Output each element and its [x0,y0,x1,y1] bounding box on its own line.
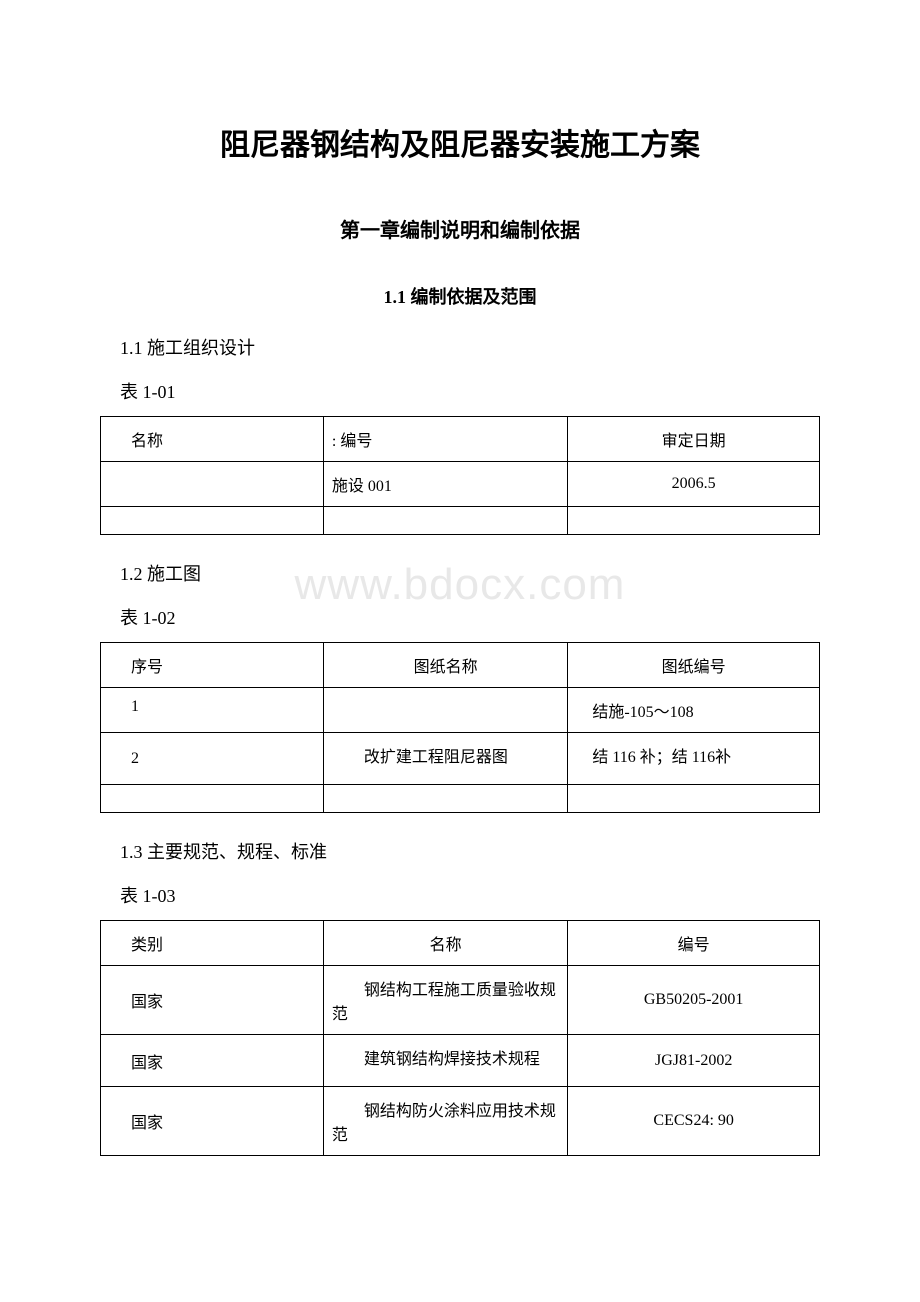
table-row: 施设 001 2006.5 [101,462,820,507]
table-2: 序号 图纸名称 图纸编号 1 结施-105～108 2 改扩建工程阻尼器图 结 … [100,642,820,813]
table-cell: 钢结构工程施工质量验收规范 [323,966,567,1035]
table-row: 国家 钢结构防火涂料应用技术规范 CECS24: 90 [101,1087,820,1156]
table-header-cell: 序号 [101,643,324,688]
table-header-cell: 图纸名称 [323,643,567,688]
table-row: 国家 钢结构工程施工质量验收规范 GB50205-2001 [101,966,820,1035]
chapter-title: 第一章编制说明和编制依据 [100,214,820,243]
table-header-cell: 名称 [323,921,567,966]
document-content: 阻尼器钢结构及阻尼器安装施工方案 第一章编制说明和编制依据 1.1 编制依据及范… [100,120,820,1156]
subsection-1-2: 1.2 施工图 [120,560,820,586]
table-header-cell: 名称 [101,417,324,462]
table-cell: 改扩建工程阻尼器图 [323,733,567,785]
table-cell: 结 116 补；结 116补 [568,733,820,785]
table-row: 名称 : 编号 审定日期 [101,417,820,462]
table-row: 序号 图纸名称 图纸编号 [101,643,820,688]
table-cell: GB50205-2001 [568,966,820,1035]
table-row: 2 改扩建工程阻尼器图 结 116 补；结 116补 [101,733,820,785]
table-cell: JGJ81-2002 [568,1035,820,1087]
table-1: 名称 : 编号 审定日期 施设 001 2006.5 [100,416,820,535]
table-cell: 建筑钢结构焊接技术规程 [323,1035,567,1087]
table-cell [568,507,820,535]
table-3: 类别 名称 编号 国家 钢结构工程施工质量验收规范 GB50205-2001 国… [100,920,820,1156]
table-header-cell: : 编号 [323,417,567,462]
table-row: 1 结施-105～108 [101,688,820,733]
table-header-cell: 编号 [568,921,820,966]
table-cell [101,507,324,535]
table-cell: 1 [101,688,324,733]
table-cell: 国家 [101,966,324,1035]
table-2-label: 表 1-02 [120,604,820,630]
table-cell: 2006.5 [568,462,820,507]
table-cell: CECS24: 90 [568,1087,820,1156]
table-cell [568,785,820,813]
subsection-1-3: 1.3 主要规范、规程、标准 [120,838,820,864]
table-cell [101,785,324,813]
table-row [101,785,820,813]
table-cell [101,462,324,507]
table-header-cell: 类别 [101,921,324,966]
document-title: 阻尼器钢结构及阻尼器安装施工方案 [100,120,820,164]
table-cell: 2 [101,733,324,785]
section-title: 1.1 编制依据及范围 [100,283,820,309]
table-cell: 施设 001 [323,462,567,507]
table-cell [323,507,567,535]
table-row: 国家 建筑钢结构焊接技术规程 JGJ81-2002 [101,1035,820,1087]
table-cell: 结施-105～108 [568,688,820,733]
table-header-cell: 图纸编号 [568,643,820,688]
table-header-cell: 审定日期 [568,417,820,462]
table-1-label: 表 1-01 [120,378,820,404]
table-row: 类别 名称 编号 [101,921,820,966]
subsection-1-1: 1.1 施工组织设计 [120,334,820,360]
table-cell [323,688,567,733]
table-cell [323,785,567,813]
table-cell: 国家 [101,1087,324,1156]
table-row [101,507,820,535]
table-cell: 国家 [101,1035,324,1087]
table-cell: 钢结构防火涂料应用技术规范 [323,1087,567,1156]
table-3-label: 表 1-03 [120,882,820,908]
